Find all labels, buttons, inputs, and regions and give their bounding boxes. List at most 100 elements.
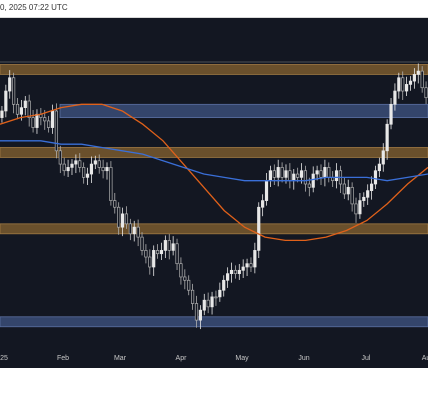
- candle-body: [319, 170, 323, 178]
- candle: [109, 161, 113, 206]
- candle-body: [120, 213, 125, 228]
- candle-body: [155, 250, 160, 255]
- candle-body: [373, 170, 378, 185]
- candle-body: [124, 213, 129, 225]
- candle: [229, 262, 234, 283]
- candle: [124, 206, 129, 229]
- candle-body: [183, 276, 187, 281]
- candle: [78, 153, 82, 173]
- candle: [31, 109, 35, 133]
- candle-body: [307, 183, 311, 188]
- candle-body: [249, 263, 253, 268]
- candle: [237, 264, 241, 280]
- candle: [167, 234, 171, 260]
- candle-body: [389, 103, 393, 125]
- candle-body: [70, 163, 74, 168]
- x-tick-label: Mar: [113, 355, 127, 362]
- candle: [319, 164, 323, 185]
- x-tick-label: Apr: [175, 355, 187, 362]
- candle-body: [420, 70, 424, 89]
- candle-body: [187, 279, 191, 291]
- candle: [62, 157, 66, 176]
- x-tick-label: Feb: [56, 355, 70, 362]
- candle-body: [50, 110, 55, 128]
- candle-body: [366, 190, 370, 198]
- candle-body: [412, 74, 416, 82]
- candle: [420, 66, 424, 93]
- x-tick-label: Au: [421, 355, 428, 362]
- candle-body: [128, 223, 132, 235]
- candle: [183, 269, 187, 290]
- candle: [206, 292, 210, 314]
- candle-body: [222, 279, 226, 291]
- candle-body: [136, 226, 140, 238]
- candle: [253, 242, 257, 274]
- candle-body: [342, 183, 346, 195]
- candle: [241, 259, 245, 278]
- candle: [120, 207, 125, 237]
- candle: [8, 70, 12, 99]
- candle-body: [401, 77, 405, 92]
- candle-body: [424, 87, 428, 99]
- candle-body: [405, 84, 409, 92]
- candle-body: [78, 160, 82, 168]
- candle-body: [253, 250, 257, 268]
- candle: [303, 165, 308, 192]
- candle-body: [105, 167, 109, 172]
- candle: [198, 305, 202, 330]
- candle-body: [284, 170, 288, 178]
- candle: [276, 159, 280, 187]
- candle-body: [276, 167, 280, 178]
- slow-moving-average-line: [0, 103, 428, 242]
- candle: [401, 71, 405, 101]
- candle-body: [381, 150, 385, 165]
- demand-zone-1: [59, 103, 428, 118]
- candle: [408, 76, 413, 91]
- candle: [85, 167, 90, 185]
- candle-body: [311, 173, 315, 188]
- candle: [416, 63, 420, 84]
- x-tick-label: 25: [0, 355, 8, 362]
- candle-body: [358, 200, 362, 215]
- candle-body: [85, 173, 90, 178]
- candle: [218, 282, 222, 302]
- candle-body: [23, 100, 27, 108]
- candle-body: [175, 243, 179, 265]
- candle-body: [194, 303, 199, 321]
- candle: [389, 98, 393, 130]
- candle: [27, 94, 31, 127]
- candle-body: [12, 77, 16, 105]
- candle-body: [408, 80, 413, 85]
- candle: [280, 162, 284, 183]
- candle: [194, 295, 199, 328]
- candle: [132, 220, 136, 242]
- candle: [377, 157, 381, 178]
- candle: [296, 167, 300, 183]
- candle: [381, 143, 385, 172]
- candle: [23, 96, 27, 116]
- candle: [58, 145, 62, 174]
- candle-body: [288, 170, 292, 182]
- candle: [171, 236, 175, 256]
- candle-body: [362, 196, 366, 201]
- candle: [245, 258, 249, 276]
- price-chart[interactable]: [0, 18, 428, 350]
- candle-body: [89, 163, 94, 175]
- candle: [148, 249, 152, 275]
- candle-body: [241, 266, 245, 271]
- candle-body: [35, 113, 39, 128]
- candle: [405, 76, 409, 97]
- candle: [179, 257, 183, 285]
- candle: [144, 244, 148, 264]
- candle-body: [202, 299, 206, 311]
- supply-zone-0: [0, 64, 428, 75]
- candle: [222, 275, 226, 297]
- candle-body: [198, 309, 202, 321]
- candle: [346, 179, 350, 201]
- candle: [350, 182, 354, 212]
- candle-body: [296, 173, 300, 178]
- candle-body: [74, 160, 78, 165]
- candle-body: [27, 100, 31, 118]
- candle-body: [82, 167, 86, 178]
- candle-body: [346, 186, 350, 195]
